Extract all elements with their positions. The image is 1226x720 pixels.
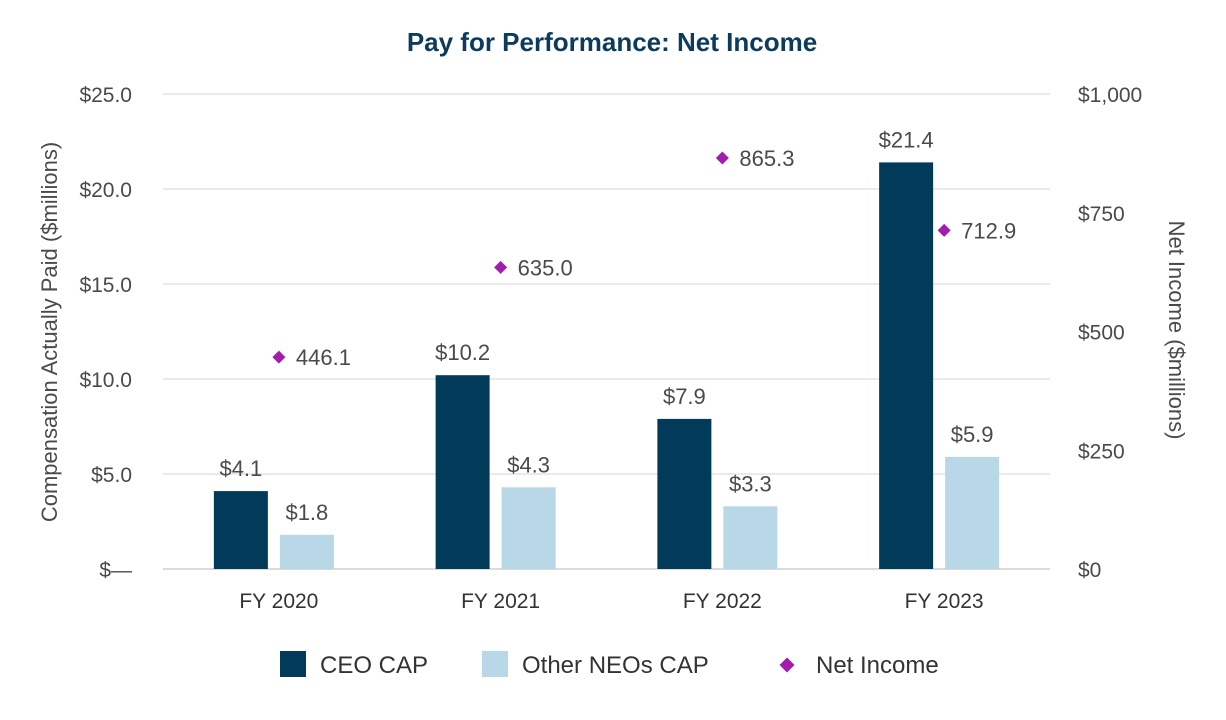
category-labels: FY 2020 FY 2021 FY 2022 FY 2023 xyxy=(239,590,983,613)
left-tick-label: $15.0 xyxy=(79,274,132,297)
net-income-data-label: 865.3 xyxy=(739,146,794,171)
right-tick-label: $750 xyxy=(1078,203,1125,226)
net-income-marker xyxy=(715,151,729,165)
legend-label: Net Income xyxy=(816,652,939,679)
legend-marker xyxy=(779,657,795,673)
left-axis-title: Compensation Actually Paid ($millions) xyxy=(37,142,62,522)
category-label: FY 2020 xyxy=(239,590,318,613)
left-tick-label: $20.0 xyxy=(79,179,132,202)
bar-data-label: $7.9 xyxy=(663,384,706,409)
net-income-marker xyxy=(937,223,951,237)
left-axis-ticks: $— $5.0 $10.0 $15.0 $20.0 $25.0 xyxy=(79,84,132,582)
left-tick-label: $5.0 xyxy=(91,464,132,487)
bar-ceo-cap xyxy=(435,375,490,569)
bar-data-label: $1.8 xyxy=(285,500,328,525)
bar-data-label: $4.3 xyxy=(507,452,550,477)
chart-title: Pay for Performance: Net Income xyxy=(407,27,817,57)
left-tick-label: $25.0 xyxy=(79,84,132,107)
net-income-marker xyxy=(272,350,286,364)
bar-other-neos-cap xyxy=(723,506,778,569)
bar-other-neos-cap xyxy=(501,487,556,569)
category-label: FY 2021 xyxy=(461,590,540,613)
bar-data-label: $21.4 xyxy=(879,127,934,152)
legend-label: Other NEOs CAP xyxy=(522,652,709,679)
bar-ceo-cap xyxy=(657,418,712,569)
bar-ceo-cap xyxy=(213,491,268,569)
net-income-data-label: 446.1 xyxy=(296,345,351,370)
bar-data-label: $10.2 xyxy=(435,340,490,365)
bar-data-label: $4.1 xyxy=(219,456,262,481)
category-label: FY 2022 xyxy=(683,590,762,613)
legend-swatch xyxy=(280,651,306,677)
legend-swatch xyxy=(482,651,508,677)
net-income-data-label: 712.9 xyxy=(961,218,1016,243)
legend: CEO CAP Other NEOs CAP Net Income xyxy=(280,651,939,679)
right-axis-ticks: $0 $250 $500 $750 $1,000 xyxy=(1078,84,1142,582)
right-tick-label: $1,000 xyxy=(1078,84,1142,107)
category-label: FY 2023 xyxy=(905,590,984,613)
left-tick-label: $10.0 xyxy=(79,369,132,392)
bar-ceo-cap xyxy=(879,162,934,569)
net-income-points: 446.1 635.0 865.3 712.9 xyxy=(272,146,1016,370)
bar-other-neos-cap xyxy=(945,456,1000,569)
right-axis-title: Net Income ($millions) xyxy=(1164,221,1189,440)
net-income-marker xyxy=(494,260,508,274)
bars: $4.1 $1.8 $10.2 $4.3 $7.9 $3.3 $21.4 $5.9 xyxy=(213,127,1000,569)
left-tick-label: $— xyxy=(99,559,132,582)
bar-other-neos-cap xyxy=(279,534,334,569)
bar-data-label: $5.9 xyxy=(951,422,994,447)
right-tick-label: $250 xyxy=(1078,440,1125,463)
net-income-data-label: 635.0 xyxy=(518,255,573,280)
right-tick-label: $500 xyxy=(1078,322,1125,345)
legend-label: CEO CAP xyxy=(320,652,428,679)
right-tick-label: $0 xyxy=(1078,559,1101,582)
bar-data-label: $3.3 xyxy=(729,471,772,496)
